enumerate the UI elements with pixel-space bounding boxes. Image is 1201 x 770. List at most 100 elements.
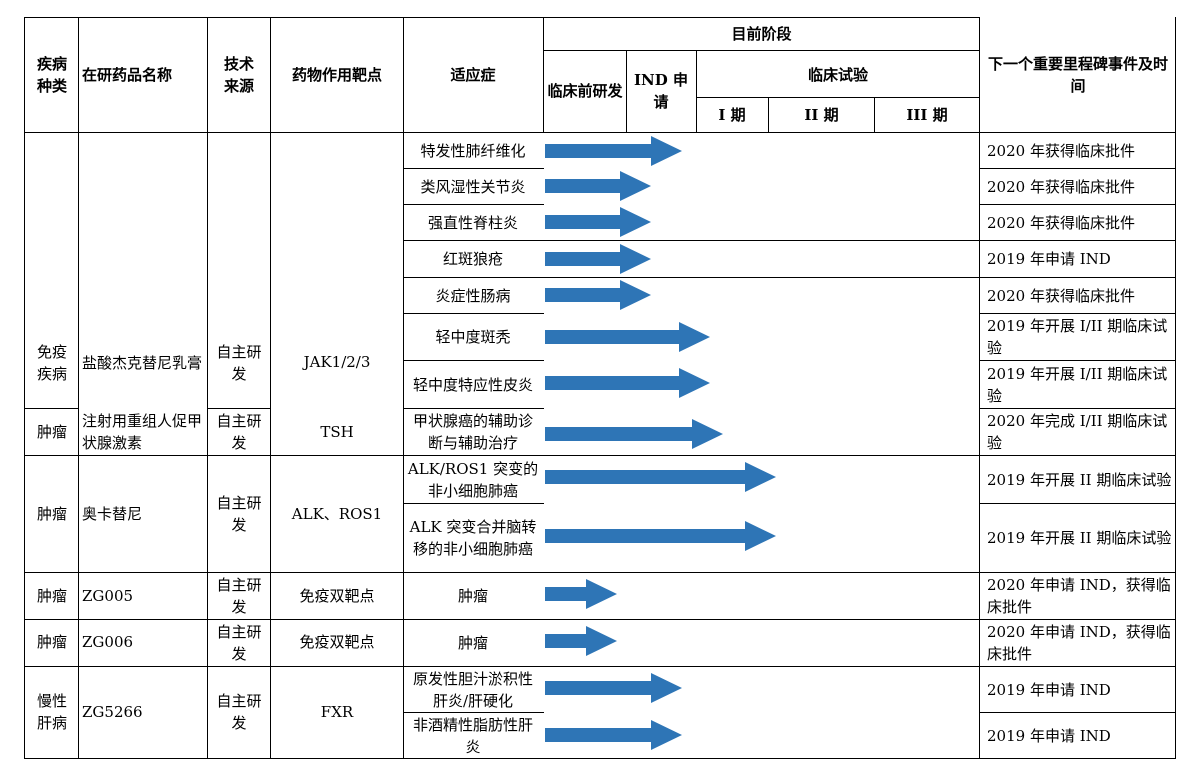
milestone-cell: 2020 年完成 I/II 期临床试验 (987, 412, 1168, 452)
row-line (403, 503, 544, 504)
milestone-cell: 2019 年申请 IND (987, 250, 1111, 268)
milestone-cell: 2019 年开展 II 期临床试验 (987, 470, 1172, 489)
indication-cell: 非酒精性脂肪性肝炎 (412, 715, 533, 756)
drug-disease: 肿瘤 (36, 505, 67, 523)
col-line (543, 17, 544, 133)
header-indication: 适应症 (450, 66, 496, 84)
milestone-cell: 2020 年获得临床批件 (987, 286, 1135, 305)
drug-source: 自主研发 (216, 494, 262, 534)
row-line (403, 313, 544, 314)
milestone-cell: 2019 年申请 IND (987, 726, 1111, 745)
row-line (403, 408, 544, 409)
milestone-cell: 2020 年获得临床批件 (987, 213, 1135, 232)
indication-cell: 强直性脊柱炎 (427, 213, 518, 232)
milestone-cell: 2019 年申请 IND (987, 680, 1111, 699)
progress-arrow (545, 521, 776, 551)
drug-source: 自主研发 (216, 576, 262, 616)
top-border (24, 17, 979, 18)
header-drug: 在研药品名称 (82, 66, 173, 84)
drug-target: TSH (320, 423, 354, 441)
row-line (24, 408, 79, 409)
milestone-cell: 2019 年开展 I/II 期临床试验 (987, 317, 1168, 357)
col-line (270, 17, 271, 759)
milestone-cell: 2020 年申请 IND，获得临床批件 (987, 576, 1171, 616)
header-bottom-border (24, 132, 1176, 133)
header-phase3: III 期 (906, 106, 948, 124)
milestone-cell: 2019 年开展 II 期临床试验 (987, 529, 1172, 547)
row-line (403, 204, 544, 205)
header-phase2: II 期 (804, 106, 839, 124)
col-line (1175, 17, 1176, 759)
indication-cell: 原发性胆汁淤积性肝炎/肝硬化 (412, 669, 533, 710)
row-line (403, 712, 544, 713)
progress-arrow (545, 207, 651, 237)
drug-source: 自主研发 (216, 623, 262, 663)
drug-disease: 肿瘤 (36, 633, 67, 651)
indication-cell: ALK/ROS1 突变的非小细胞肺癌 (407, 459, 539, 500)
progress-arrow (545, 673, 682, 703)
col-line (979, 17, 980, 759)
header-target: 药物作用靶点 (291, 66, 382, 84)
row-line (403, 240, 1176, 241)
drug-target: 免疫双靶点 (299, 633, 375, 651)
col-line (626, 50, 627, 133)
header-clinical: 临床试验 (807, 66, 868, 84)
indication-cell: 类风湿性关节炎 (420, 177, 526, 196)
header-stage: 目前阶段 (731, 25, 792, 43)
milestone-cell: 2020 年获得临床批件 (987, 141, 1135, 160)
drug-name: 奥卡替尼 (82, 505, 143, 523)
col-line (207, 17, 208, 759)
drug-name: ZG006 (82, 633, 134, 651)
header-phase1: I 期 (718, 106, 746, 124)
progress-arrow (545, 720, 682, 750)
drug-target: FXR (320, 703, 354, 721)
indication-cell: 肿瘤 (457, 587, 488, 605)
col-line (78, 17, 79, 759)
progress-arrow (545, 136, 682, 166)
row-line (403, 168, 544, 169)
row-line (979, 712, 1176, 713)
drug-target: JAK1/2/3 (303, 353, 371, 371)
col-line (696, 50, 697, 133)
col-line (403, 17, 404, 759)
drug-name: 注射用重组人促甲状腺激素 (82, 412, 203, 452)
progress-arrow (545, 419, 723, 449)
row-line (24, 666, 1176, 667)
row-line (207, 408, 271, 409)
header-milestone: 下一个重要里程碑事件及时间 (988, 55, 1168, 95)
drug-target: ALK、ROS1 (291, 505, 383, 523)
stage-header-line (543, 50, 979, 51)
milestone-cell: 2020 年获得临床批件 (987, 177, 1135, 196)
row-line (979, 408, 1176, 409)
progress-arrow (545, 171, 651, 201)
row-line (24, 455, 1176, 456)
progress-arrow (545, 280, 651, 310)
col-line (768, 97, 769, 133)
row-line (979, 204, 1176, 205)
progress-arrow (545, 244, 651, 274)
progress-arrow (545, 579, 617, 609)
drug-source: 自主研发 (216, 692, 262, 732)
indication-cell: 红斑狼疮 (442, 250, 503, 268)
col-line (874, 97, 875, 133)
drug-disease: 免疫疾病 (36, 343, 67, 383)
row-line (24, 619, 1176, 620)
milestone-cell: 2019 年开展 I/II 期临床试验 (987, 364, 1168, 405)
drug-target: 免疫双靶点 (299, 587, 375, 605)
indication-cell: 炎症性肠病 (435, 286, 511, 305)
drug-name: ZG005 (82, 587, 134, 605)
drug-name: 盐酸杰克替尼乳膏 (82, 354, 203, 372)
progress-arrow (545, 368, 710, 398)
indication-cell: 轻中度特应性皮炎 (412, 375, 533, 394)
header-disease: 疾病种类 (36, 55, 67, 95)
bottom-border (24, 758, 1176, 759)
indication-cell: 轻中度斑秃 (435, 328, 511, 346)
row-line (403, 277, 1176, 278)
milestone-cell: 2020 年申请 IND，获得临床批件 (987, 623, 1171, 663)
drug-source: 自主研发 (216, 412, 262, 452)
drug-name: ZG5266 (82, 703, 143, 721)
progress-arrow (545, 626, 617, 656)
progress-arrow (545, 462, 776, 492)
indication-cell: 肿瘤 (457, 634, 488, 652)
